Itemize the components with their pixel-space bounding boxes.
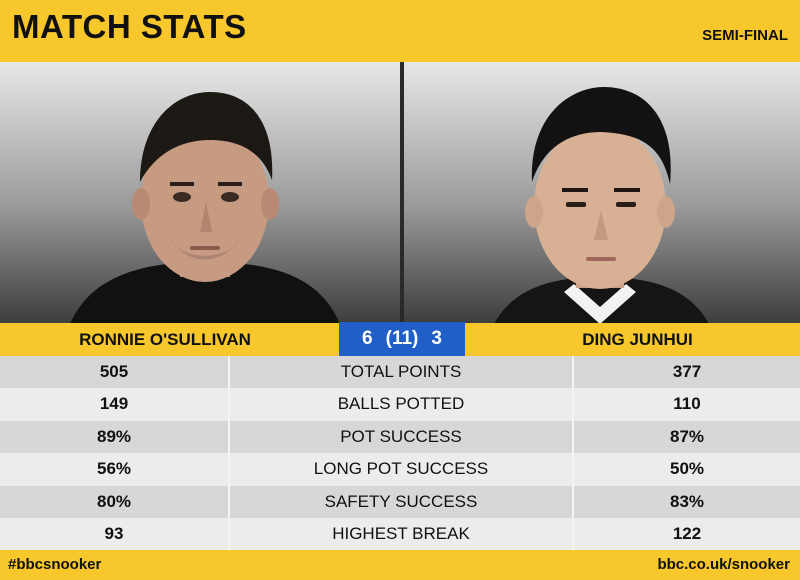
stat-row: 93 HIGHEST BREAK 122: [0, 518, 800, 551]
stat-label: POT SUCCESS: [340, 426, 462, 446]
stat-right-value: 87%: [669, 426, 705, 446]
player-name-right: DING JUNHUI: [582, 330, 693, 349]
stat-row: 149 BALLS POTTED 110: [0, 388, 800, 421]
stat-right-value: 50%: [669, 459, 705, 479]
score-right-frames: 3: [431, 328, 442, 349]
player-portrait-right: [404, 62, 800, 324]
stat-row: 505 TOTAL POINTS 377: [0, 356, 800, 389]
stat-label: HIGHEST BREAK: [332, 524, 470, 543]
stat-row: 89% POT SUCCESS 87%: [0, 420, 800, 454]
player-name-left: RONNIE O'SULLIVAN: [79, 330, 251, 349]
stat-right-value: 122: [672, 524, 702, 543]
stat-left-value: 505: [99, 362, 129, 381]
stage-label: SEMI-FINAL: [702, 27, 788, 44]
stat-label: TOTAL POINTS: [340, 362, 462, 381]
stat-right-value: 377: [672, 362, 702, 381]
stat-row: 56% LONG POT SUCCESS 50%: [0, 453, 800, 486]
column-divider-right: [572, 356, 574, 550]
stat-label: SAFETY SUCCESS: [324, 491, 478, 511]
header-bar: MATCH STATS SEMI-FINAL: [0, 0, 800, 62]
stat-label: LONG POT SUCCESS: [313, 459, 489, 479]
stat-left-value: 149: [99, 394, 129, 414]
stat-right-value: 110: [673, 394, 701, 414]
website-link: bbc.co.uk/snooker: [657, 556, 790, 573]
portrait-left-illustration: [70, 92, 340, 324]
score-box: 6 (11) 3: [339, 322, 465, 356]
hashtag: #bbcsnooker: [8, 556, 102, 573]
player-portrait-left: [0, 62, 400, 324]
stat-left-value: 89%: [96, 426, 132, 446]
stat-left-value: 93: [104, 524, 124, 543]
footer-bar: #bbcsnooker bbc.co.uk/snooker: [0, 550, 800, 580]
stat-label: BALLS POTTED: [337, 394, 465, 414]
portrait-right-illustration: [494, 87, 709, 324]
player-photos: [0, 62, 800, 324]
page-title: MATCH STATS: [12, 8, 247, 45]
score-best-of: (11): [385, 328, 419, 349]
score-left-frames: 6: [362, 328, 373, 349]
stat-right-value: 83%: [669, 491, 705, 511]
stat-left-value: 56%: [96, 459, 132, 479]
stat-left-value: 80%: [96, 491, 132, 511]
stats-table: 505 TOTAL POINTS 377 149 BALLS POTTED 11…: [0, 356, 800, 551]
photo-divider: [400, 62, 404, 324]
column-divider-left: [228, 356, 230, 550]
stat-row: 80% SAFETY SUCCESS 83%: [0, 485, 800, 518]
